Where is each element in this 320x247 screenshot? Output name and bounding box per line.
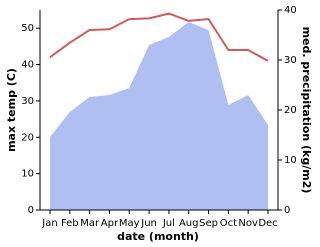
x-tick-label: Sep — [199, 218, 218, 229]
x-axis-label: date (month) — [117, 230, 199, 243]
x-tick-label: Oct — [220, 218, 237, 229]
y-tick-label: 20 — [21, 132, 34, 143]
y-tick-label: 40 — [21, 60, 34, 71]
y2-tick-label: 30 — [284, 55, 297, 66]
y-tick-label: 0 — [28, 205, 34, 216]
y-tick-label: 10 — [21, 169, 34, 180]
y2-tick-label: 0 — [284, 205, 290, 216]
y2-tick-label: 40 — [284, 5, 297, 16]
y-tick-label: 50 — [21, 23, 34, 34]
x-tick-label: Dec — [258, 218, 277, 229]
y2-axis-label: med. precipitation (kg/m2) — [300, 27, 313, 194]
y-tick-label: 30 — [21, 96, 34, 107]
x-tick-label: Jul — [162, 218, 175, 229]
x-tick-label: Apr — [101, 218, 119, 229]
x-tick-label: Jan — [41, 218, 57, 229]
x-tick-label: Mar — [80, 218, 100, 229]
x-tick-label: Aug — [179, 218, 199, 229]
x-tick-label: Nov — [238, 218, 258, 229]
precip-area — [50, 22, 268, 210]
x-tick-label: Feb — [61, 218, 79, 229]
x-tick-label: Jun — [140, 218, 157, 229]
temp-line — [49, 12, 269, 62]
x-tick-label: May — [119, 218, 140, 229]
y2-tick-label: 20 — [284, 105, 297, 116]
y2-tick-label: 10 — [284, 155, 297, 166]
y-axis-label: max temp (C) — [5, 68, 18, 152]
